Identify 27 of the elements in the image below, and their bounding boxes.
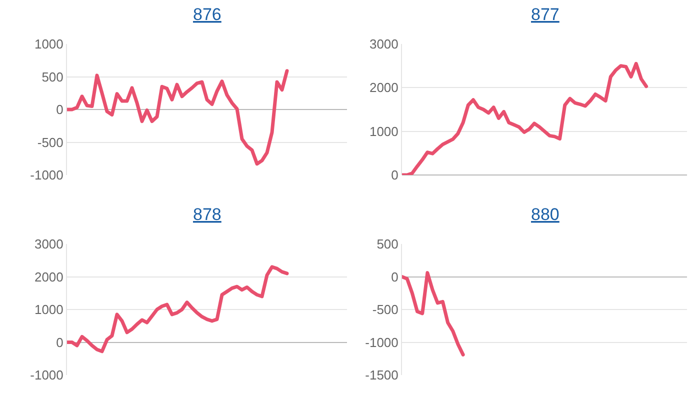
y-tick-label: 0	[56, 102, 64, 118]
chart-title: 878	[193, 205, 222, 224]
y-tick-label: 0	[391, 168, 398, 183]
y-tick-label: 3000	[34, 236, 64, 252]
y-tick-label: 2000	[369, 80, 398, 96]
y-tick-label: 500	[376, 236, 398, 252]
y-tick-label: -500	[37, 134, 64, 150]
y-tick-label: -1500	[365, 368, 398, 383]
line-series	[402, 62, 648, 175]
y-tick-label: -1000	[30, 168, 64, 183]
chart-title: 877	[531, 5, 560, 24]
y-tick-label: -1000	[365, 334, 398, 350]
y-tick-label: -1000	[30, 368, 64, 383]
line-series	[67, 69, 289, 166]
y-tick-label: 500	[42, 69, 64, 84]
line-series	[402, 271, 465, 356]
y-tick-label: 0	[56, 334, 64, 350]
y-tick-label: 1000	[34, 36, 64, 52]
y-tick-label: 1000	[34, 302, 64, 318]
y-tick-label: 2000	[34, 269, 64, 284]
line-series	[67, 265, 289, 354]
chart-title: 876	[193, 5, 222, 24]
y-tick-label: 1000	[369, 124, 398, 139]
chart-title: 880	[531, 205, 560, 224]
y-tick-label: -500	[372, 302, 398, 318]
y-tick-label: 3000	[369, 36, 398, 52]
y-tick-label: 0	[391, 269, 398, 284]
